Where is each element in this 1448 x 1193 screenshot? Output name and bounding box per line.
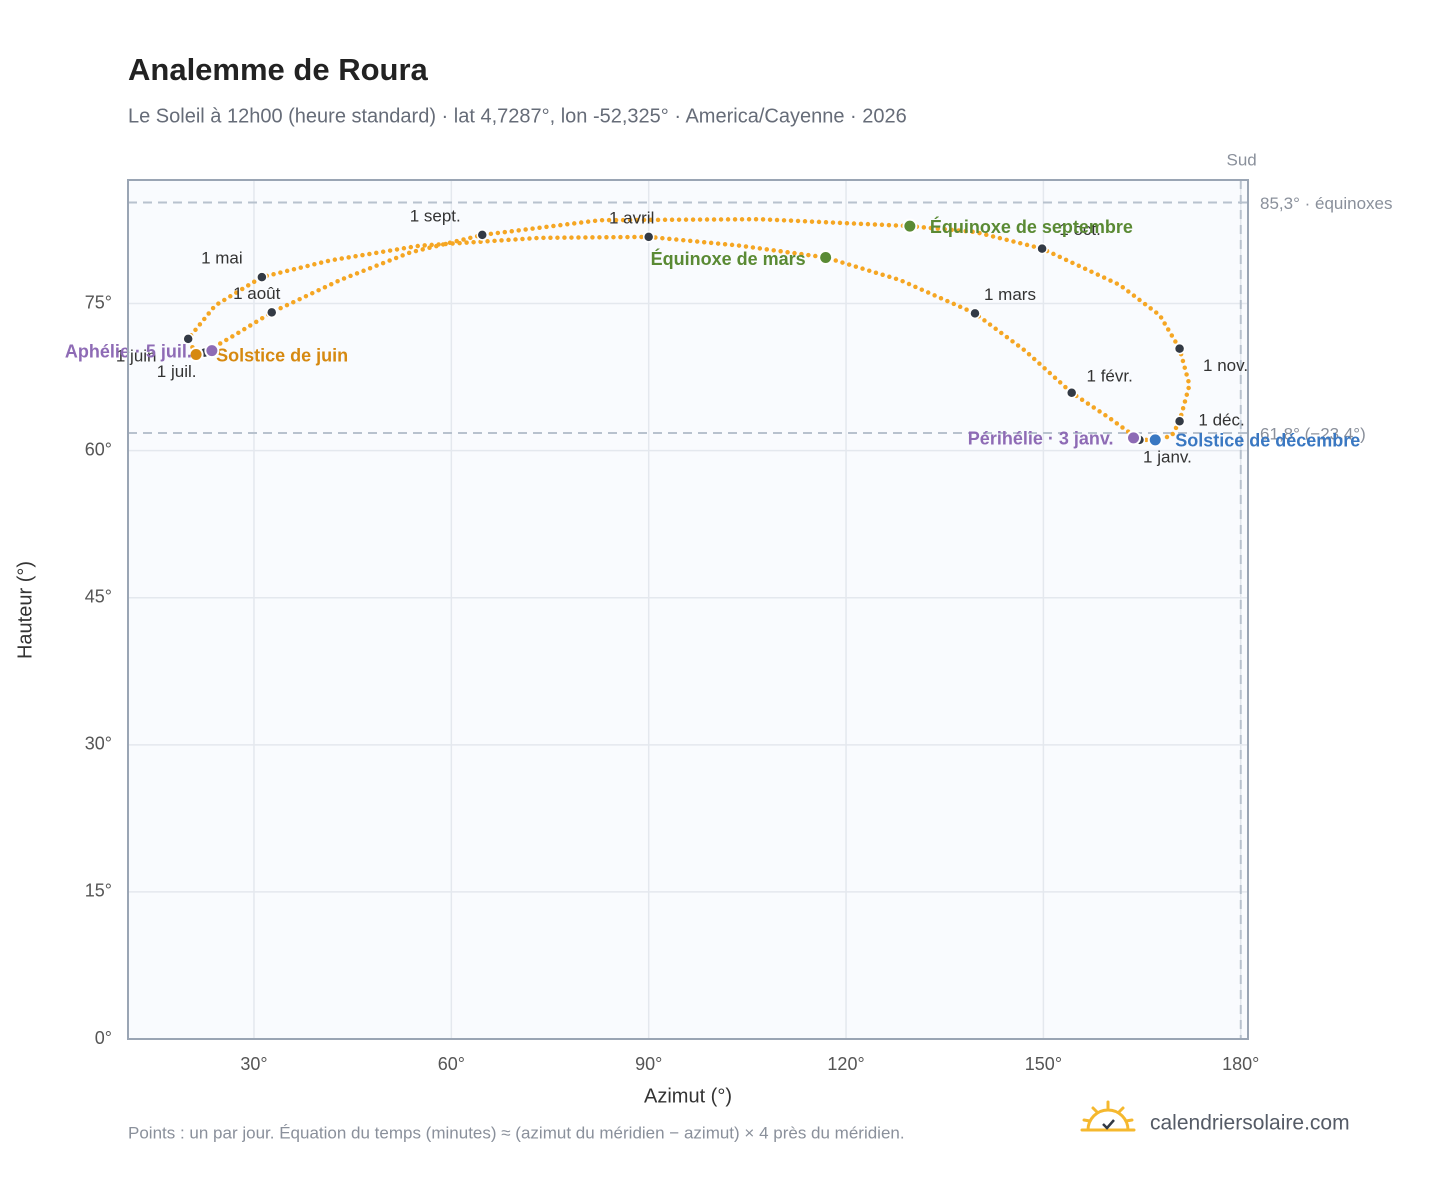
month-marker <box>1173 415 1186 427</box>
reference-label: 61,8° (−23,4°) <box>1260 424 1366 443</box>
y-tick-label: 15° <box>85 881 112 901</box>
x-tick-label: 60° <box>438 1054 465 1074</box>
month-label: 1 avril <box>609 208 654 227</box>
x-tick-label: 150° <box>1025 1054 1062 1074</box>
month-label: 1 févr. <box>1087 366 1133 385</box>
event-marker <box>188 347 204 363</box>
month-label: 1 sept. <box>410 206 461 225</box>
x-tick-label: 120° <box>827 1054 864 1074</box>
month-label: 1 déc. <box>1198 411 1244 430</box>
plot-area <box>128 180 1248 1039</box>
brand: calendriersolaire.com <box>1150 1112 1350 1135</box>
month-marker <box>265 306 278 319</box>
x-axis-label: Azimut (°) <box>644 1085 732 1107</box>
month-marker <box>1173 342 1186 355</box>
x-tick-label: 180° <box>1222 1054 1259 1074</box>
event-label: Équinoxe de mars <box>651 248 806 269</box>
y-tick-label: 0° <box>95 1028 112 1048</box>
month-marker <box>476 229 489 241</box>
event-label: Solstice de juin <box>216 345 348 365</box>
event-label: Solstice de décembre <box>1175 431 1360 451</box>
event-marker <box>818 249 834 265</box>
chart-title: Analemme de Roura <box>128 52 429 87</box>
month-label: 1 janv. <box>1143 447 1192 466</box>
y-tick-label: 30° <box>85 734 112 754</box>
month-marker <box>256 271 268 283</box>
month-marker <box>969 307 981 320</box>
month-label: 1 juil. <box>157 362 197 381</box>
month-marker <box>1036 242 1048 255</box>
brand-logo <box>1080 1100 1136 1132</box>
month-label: 1 nov. <box>1203 356 1248 375</box>
x-tick-label: 30° <box>240 1054 267 1074</box>
y-tick-label: 75° <box>85 292 112 312</box>
chart-subtitle: Le Soleil à 12h00 (heure standard) · lat… <box>128 105 907 127</box>
month-label: 1 juin <box>116 346 157 365</box>
reference-label: 85,3° · équinoxes <box>1260 194 1393 213</box>
reference-label: Sud <box>1227 150 1257 169</box>
y-axis-label: Hauteur (°) <box>14 561 36 659</box>
event-marker <box>204 343 220 359</box>
event-marker <box>902 218 918 234</box>
event-marker <box>1126 430 1142 446</box>
daily-path <box>185 216 1192 443</box>
month-marker <box>182 333 194 345</box>
month-marker <box>642 231 655 243</box>
y-tick-label: 45° <box>85 586 112 606</box>
month-label: 1 août <box>233 284 281 303</box>
month-label: 1 mai <box>201 249 243 268</box>
event-label: Périhélie · 3 janv. <box>968 429 1114 449</box>
month-label: 1 mars <box>984 285 1036 304</box>
event-marker <box>1147 432 1163 448</box>
month-marker <box>1065 387 1078 399</box>
plot-frame <box>127 179 1249 1040</box>
month-label: 1 oct. <box>1059 220 1101 239</box>
x-tick-label: 90° <box>635 1054 662 1074</box>
footnote: Points : un par jour. Équation du temps … <box>128 1123 905 1142</box>
event-label: Équinoxe de septembre <box>930 216 1133 237</box>
y-tick-label: 60° <box>85 439 112 459</box>
